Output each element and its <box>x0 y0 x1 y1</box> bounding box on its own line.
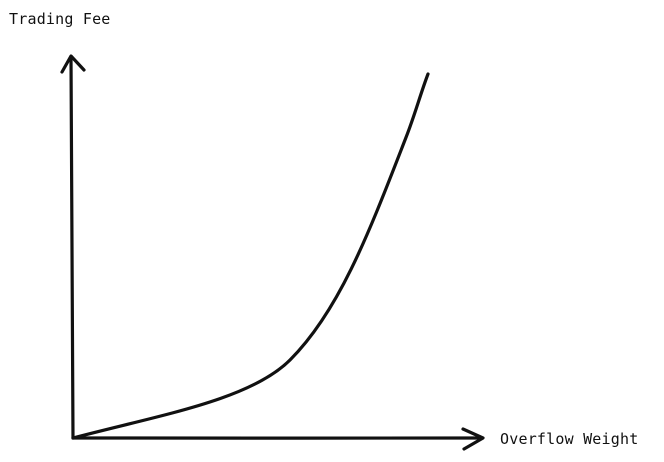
x-axis-label: Overflow Weight <box>500 430 639 448</box>
y-axis-line <box>69 56 75 440</box>
x-axis-arrowhead <box>461 427 485 451</box>
y-axis-label: Trading Fee <box>9 10 111 28</box>
y-axis-arrowhead <box>60 54 86 74</box>
fee-curve <box>71 72 430 440</box>
